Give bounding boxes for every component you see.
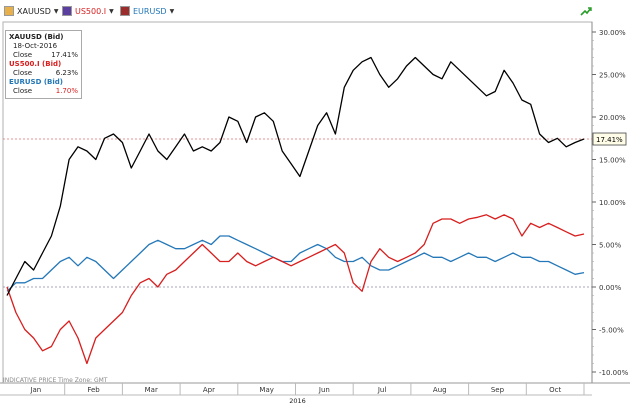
current-value-label: 17.41% (596, 136, 623, 144)
trend-arrow-icon[interactable] (580, 5, 592, 17)
x-tick-label: Mar (145, 386, 158, 394)
currency-icon (120, 6, 130, 16)
x-tick-label: Jan (29, 386, 41, 394)
y-tick-label: 20.00% (599, 114, 626, 122)
legend-series-us500: US500.I (Bid) (9, 60, 62, 68)
x-tick-label: Jul (377, 386, 387, 394)
instrument-us500[interactable]: US500.I ▼ (62, 4, 114, 18)
series-xauusd-line (6, 56, 585, 296)
x-tick-label: Sep (491, 386, 505, 394)
legend-series-xauusd: XAUUSD (Bid) (9, 33, 64, 41)
chevron-down-icon[interactable]: ▼ (169, 7, 175, 15)
legend-close-us500: Close 6.23% (13, 69, 78, 77)
series-eurusd-line (6, 235, 585, 292)
chevron-down-icon[interactable]: ▼ (53, 7, 59, 15)
x-tick-label: May (259, 386, 273, 394)
x-tick-label: Oct (549, 386, 561, 394)
current-value-badge (592, 132, 627, 146)
y-tick-label: 25.00% (599, 72, 626, 80)
x-tick-label: Feb (87, 386, 100, 394)
y-tick-label: 5.00% (599, 242, 622, 250)
chevron-down-icon[interactable]: ▼ (109, 7, 114, 15)
instrument-toolbar: XAUUSD ▼ US500.I ▼ EURUSD ▼ (0, 0, 630, 22)
y-tick-label: 0.00% (599, 284, 622, 292)
year-label: 2016 (289, 397, 306, 405)
instrument-xauusd[interactable]: XAUUSD ▼ (4, 4, 59, 18)
legend-close-eurusd: Close 1.70% (13, 87, 78, 95)
legend-series-eurusd: EURUSD (Bid) (9, 78, 63, 86)
legend-close-xauusd: Close 17.41% (13, 51, 78, 59)
x-tick-label: Jun (318, 386, 330, 394)
footnote: INDICATIVE PRICE Time Zone: GMT (3, 377, 108, 384)
y-tick-label: -10.00% (599, 369, 629, 377)
chart-legend: XAUUSD (Bid) 18-Oct-2016 Close 17.41% US5… (5, 30, 82, 99)
plot-area (2, 21, 593, 384)
x-tick-label: Aug (433, 386, 447, 394)
series-us500-line (6, 214, 585, 365)
y-tick-label: -5.00% (599, 327, 624, 335)
y-tick-label: 10.00% (599, 199, 626, 207)
legend-date: 18-Oct-2016 (13, 42, 58, 50)
index-icon (62, 6, 72, 16)
y-tick-label: 15.00% (599, 157, 626, 165)
x-tick-label: Apr (203, 386, 215, 394)
y-tick-label: 30.00% (599, 29, 626, 37)
instrument-eurusd[interactable]: EURUSD ▼ (120, 4, 174, 18)
gold-bars-icon (4, 6, 14, 16)
